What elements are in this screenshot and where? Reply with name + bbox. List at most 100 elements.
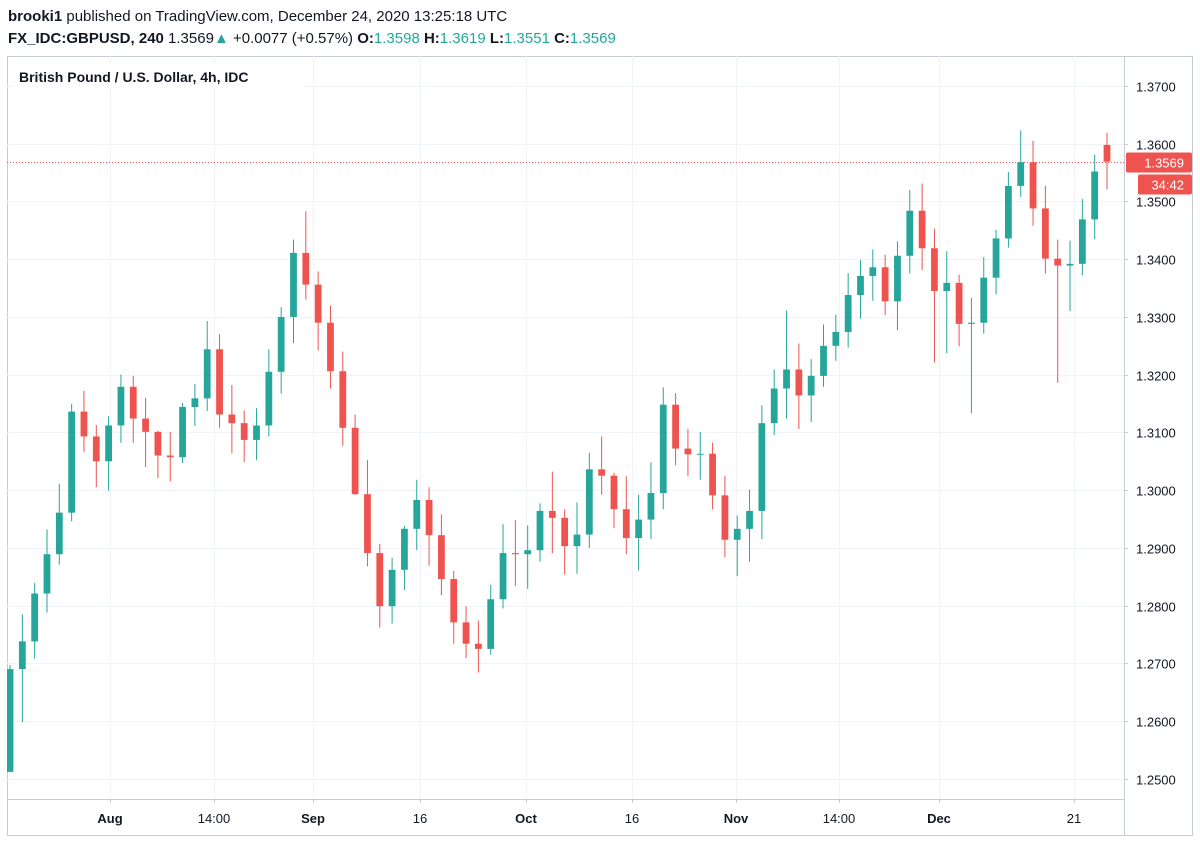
candle-body: [622, 509, 630, 539]
time-tick-label: 21: [1067, 811, 1081, 826]
published-text: published on TradingView.com, December 2…: [66, 8, 508, 25]
candle-body: [290, 252, 297, 317]
low-label: L:: [489, 30, 505, 47]
price-tick-label: 1.3300: [1136, 311, 1176, 326]
countdown-tag-bg: [1138, 174, 1192, 195]
candle-body: [536, 510, 544, 551]
price-axis[interactable]: 1.3700 1.3600 1.3500 1.3400 1.3300 1.3200 1.31…: [1124, 80, 1176, 788]
candle-body: [129, 386, 137, 419]
candle-body: [105, 425, 112, 462]
candle-body: [1017, 162, 1025, 186]
candle-body: [684, 448, 692, 455]
candle-body: [955, 282, 963, 324]
price-tick-label: 1.2900: [1136, 542, 1176, 557]
change-value: +0.0077 (+0.57%): [232, 30, 354, 47]
time-tick-label: Aug: [97, 811, 122, 826]
candle-body: [265, 371, 273, 426]
price-tick-label: 1.2600: [1136, 715, 1176, 730]
candle-body: [635, 519, 643, 539]
candle-body: [203, 349, 211, 399]
candle-body: [166, 455, 174, 458]
candle-body: [31, 593, 39, 642]
price-tick-label: 1.2700: [1136, 657, 1176, 672]
candle-body: [253, 425, 260, 440]
candle-body: [746, 510, 753, 529]
candle-body: [80, 411, 88, 437]
candle-body: [672, 404, 679, 449]
candle-body: [228, 414, 236, 424]
candle-body: [918, 210, 926, 249]
candle-body: [499, 553, 507, 600]
candle-body: [18, 641, 26, 670]
candle-body: [401, 528, 408, 570]
close-label: C:: [554, 30, 570, 47]
chart-frame: [7, 56, 1193, 836]
candle-body: [1054, 258, 1062, 266]
candle-body: [474, 643, 482, 649]
candle-body: [1078, 219, 1086, 264]
price-tick-label: 1.3500: [1136, 195, 1176, 210]
author-name: brooki1: [8, 8, 63, 25]
candle-body: [1103, 144, 1111, 162]
candle-body: [425, 499, 433, 536]
candle-body: [844, 295, 852, 332]
candle-body: [931, 248, 938, 291]
candle-body: [832, 331, 840, 346]
candle-body: [7, 669, 14, 772]
candle-body: [561, 517, 569, 547]
open-label: O:: [357, 30, 374, 47]
candle-body: [857, 275, 864, 296]
candle-body: [43, 554, 51, 594]
candle-body: [302, 252, 310, 285]
time-tick-label: 16: [413, 811, 427, 826]
countdown-tag-label: 34:42: [1151, 178, 1184, 193]
candle-body: [55, 512, 63, 555]
candle-body: [548, 510, 556, 518]
price-tick-label: 1.3000: [1136, 484, 1176, 499]
candles: [7, 130, 1111, 772]
candle-body: [659, 404, 667, 494]
candle-body: [413, 499, 421, 529]
price-tick-label: 1.2800: [1136, 600, 1176, 615]
last-price: 1.3569: [168, 30, 214, 47]
candle-body: [388, 569, 396, 607]
candle-body: [216, 349, 223, 415]
time-tick-label: 14:00: [198, 811, 231, 826]
last-price-tag-label: 1.3569: [1144, 156, 1184, 171]
price-tick-label: 1.3100: [1136, 426, 1176, 441]
ohlc-bar: FX_IDC:GBPUSD, 240 1.3569▲ +0.0077 (+0.5…: [8, 30, 616, 47]
candle-body: [1029, 162, 1037, 209]
candle-body: [758, 423, 766, 511]
price-tick-label: 1.2500: [1136, 773, 1176, 788]
candle-body: [92, 436, 100, 462]
time-tick-label: Oct: [515, 811, 537, 826]
candle-body: [462, 622, 470, 644]
candle-body: [1091, 171, 1099, 220]
candle-body: [696, 453, 704, 455]
time-axis[interactable]: Aug 14:00 Sep 16 Oct 16 Nov 14:00 Dec 21: [97, 799, 1081, 826]
price-tick-label: 1.3400: [1136, 253, 1176, 268]
last-price-tag: 1.3569 34:42: [1126, 152, 1192, 195]
candle-body: [795, 369, 803, 396]
grid: [7, 56, 1124, 799]
candle-body: [376, 553, 384, 607]
candle-body: [709, 453, 716, 496]
candle-body: [980, 277, 988, 323]
time-tick-label: Dec: [927, 811, 951, 826]
candle-body: [894, 255, 901, 302]
candle-body: [314, 284, 322, 323]
candle-body: [783, 369, 790, 389]
chart-title: British Pound / U.S. Dollar, 4h, IDC: [19, 69, 248, 85]
candle-body: [191, 398, 199, 408]
candle-body: [869, 267, 877, 276]
time-tick-label: 16: [625, 811, 639, 826]
candle-body: [179, 407, 186, 458]
candle-body: [881, 267, 889, 302]
change-up-icon: ▲: [213, 30, 229, 47]
high-value: 1.3619: [439, 30, 486, 47]
time-tick-label: Nov: [724, 811, 749, 826]
candle-body: [364, 494, 371, 554]
candle-body: [487, 599, 495, 649]
price-chart[interactable]: 1.3700 1.3600 1.3500 1.3400 1.3300 1.3200 1.31…: [7, 56, 1193, 836]
price-tick-label: 1.3600: [1136, 138, 1176, 153]
